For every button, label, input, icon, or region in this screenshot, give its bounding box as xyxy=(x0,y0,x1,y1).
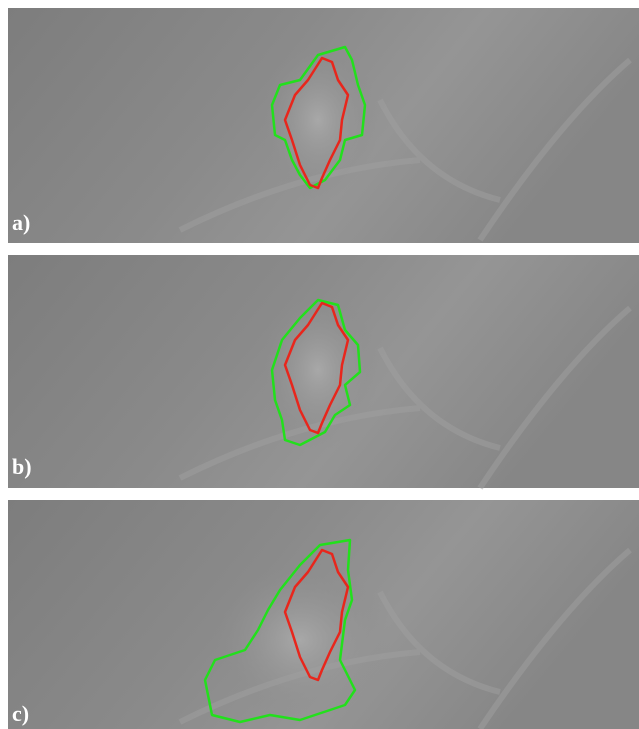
panel-label: b) xyxy=(12,454,32,479)
panel-label: c) xyxy=(12,701,29,726)
figure: a) b) c) xyxy=(0,0,639,729)
panel-a: a) xyxy=(8,8,639,243)
panel-b: b) xyxy=(8,255,639,488)
page: a) b) c) (() => { const data = JSON.pars… xyxy=(0,0,639,729)
panel-label: a) xyxy=(12,210,30,235)
panel-c: c) xyxy=(8,500,639,729)
